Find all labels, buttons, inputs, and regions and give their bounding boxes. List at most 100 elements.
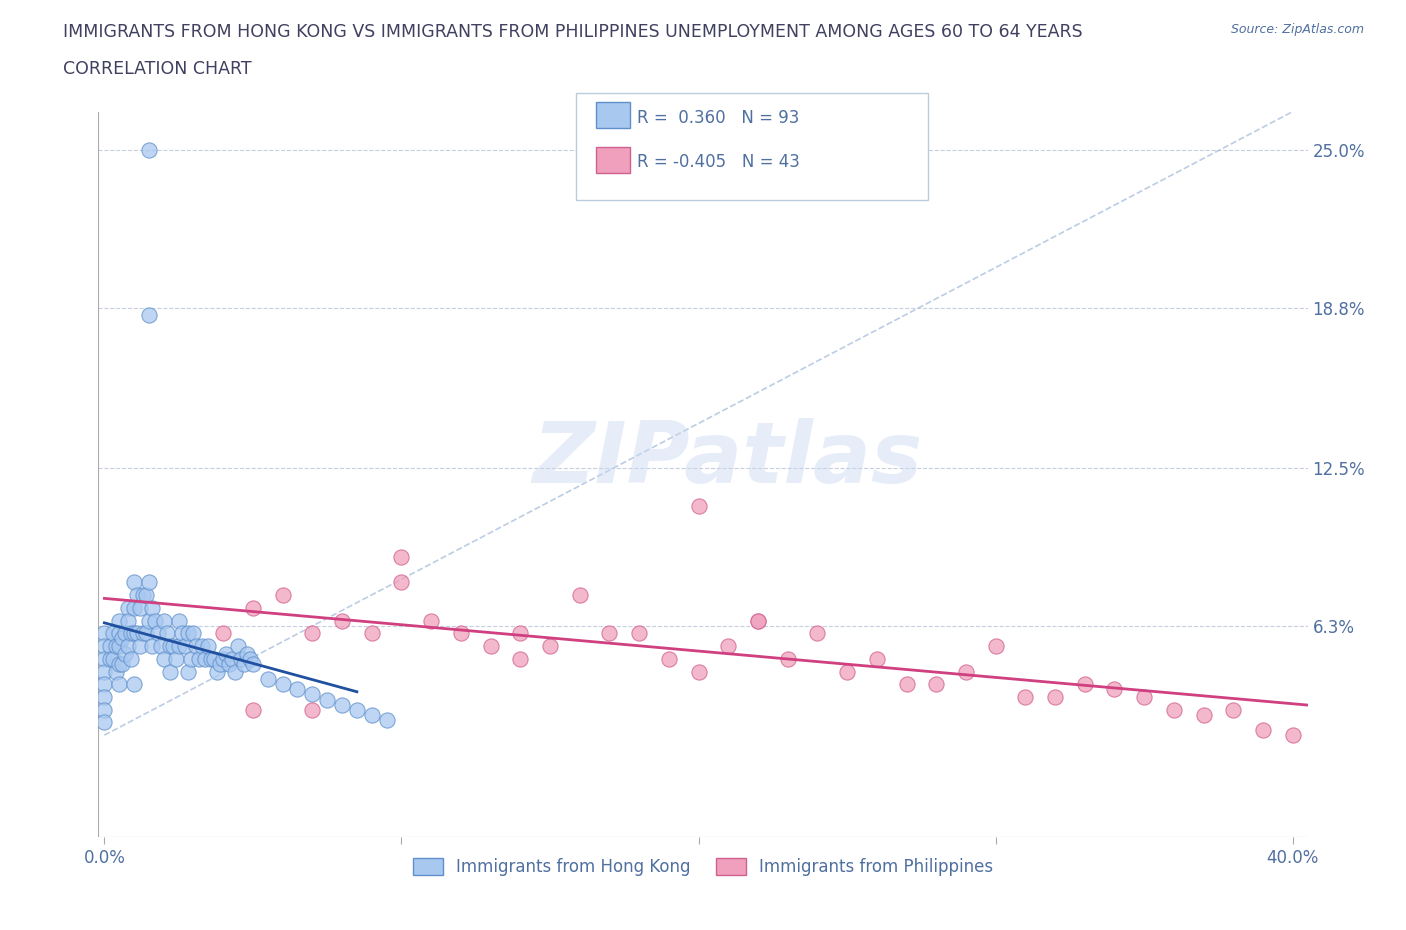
Point [122,601,145,616]
Point [111,657,134,671]
Point [125,626,148,641]
Point [226,639,249,654]
Point [120,651,142,666]
Point [896,677,918,692]
Point [271,677,294,692]
Point [242,657,264,671]
Point [180,651,202,666]
Point [132,588,155,603]
Point [93,702,115,717]
Point [301,626,323,641]
Point [197,639,219,654]
Point [925,677,948,692]
Point [1281,728,1303,743]
Point [108,657,131,671]
Text: ZIPatlas: ZIPatlas [531,418,922,501]
Text: R = -0.405   N = 43: R = -0.405 N = 43 [637,153,800,171]
Point [173,639,195,654]
Point [538,639,561,654]
Point [242,601,264,616]
Point [149,639,172,654]
Point [1133,689,1156,704]
Point [391,550,413,565]
Text: CORRELATION CHART: CORRELATION CHART [63,60,252,78]
Point [93,639,115,654]
Point [776,651,799,666]
Text: Source: ZipAtlas.com: Source: ZipAtlas.com [1230,23,1364,36]
Point [229,651,252,666]
Point [114,626,136,641]
Point [191,639,214,654]
Point [598,626,620,641]
Point [212,651,235,666]
Point [132,626,155,641]
Point [330,698,353,712]
Legend: Immigrants from Hong Kong, Immigrants from Philippines: Immigrants from Hong Kong, Immigrants fr… [406,852,1000,883]
Point [93,677,115,692]
Point [316,692,339,707]
Point [1222,702,1244,717]
Point [93,626,115,641]
Point [450,626,472,641]
Point [330,613,353,628]
Point [138,308,160,323]
Point [183,626,205,641]
Point [1251,723,1274,737]
Point [955,664,977,679]
Point [165,651,187,666]
Point [146,626,169,641]
Point [209,657,232,671]
Point [98,639,121,654]
Point [108,639,131,654]
Point [138,142,160,157]
Point [215,646,238,661]
Point [117,639,139,654]
Point [688,664,710,679]
Point [301,687,323,702]
Point [186,639,208,654]
Point [167,613,190,628]
Point [233,657,256,671]
Point [360,708,382,723]
Point [568,588,591,603]
Point [984,639,1007,654]
Point [218,657,240,671]
Point [658,651,681,666]
Point [122,677,145,692]
Point [143,613,166,628]
Point [375,712,398,727]
Point [717,639,740,654]
Point [93,689,115,704]
Point [221,651,243,666]
Point [256,671,278,686]
Point [200,651,222,666]
Point [159,639,181,654]
Point [103,626,125,641]
Point [1074,677,1097,692]
Point [138,613,160,628]
Point [207,664,229,679]
Point [105,664,128,679]
Point [1014,689,1036,704]
Point [156,626,179,641]
Point [188,651,211,666]
Point [271,588,294,603]
Point [105,639,128,654]
Point [152,613,174,628]
Point [346,702,368,717]
Point [141,601,163,616]
Point [628,626,651,641]
Point [509,626,531,641]
Point [1104,682,1126,697]
Point [806,626,828,641]
Text: IMMIGRANTS FROM HONG KONG VS IMMIGRANTS FROM PHILIPPINES UNEMPLOYMENT AMONG AGES: IMMIGRANTS FROM HONG KONG VS IMMIGRANTS … [63,23,1083,41]
Point [135,588,157,603]
Point [114,646,136,661]
Point [93,715,115,730]
Text: R =  0.360   N = 93: R = 0.360 N = 93 [637,109,799,126]
Point [287,682,309,697]
Point [122,626,145,641]
Point [194,651,217,666]
Point [167,639,190,654]
Point [120,626,142,641]
